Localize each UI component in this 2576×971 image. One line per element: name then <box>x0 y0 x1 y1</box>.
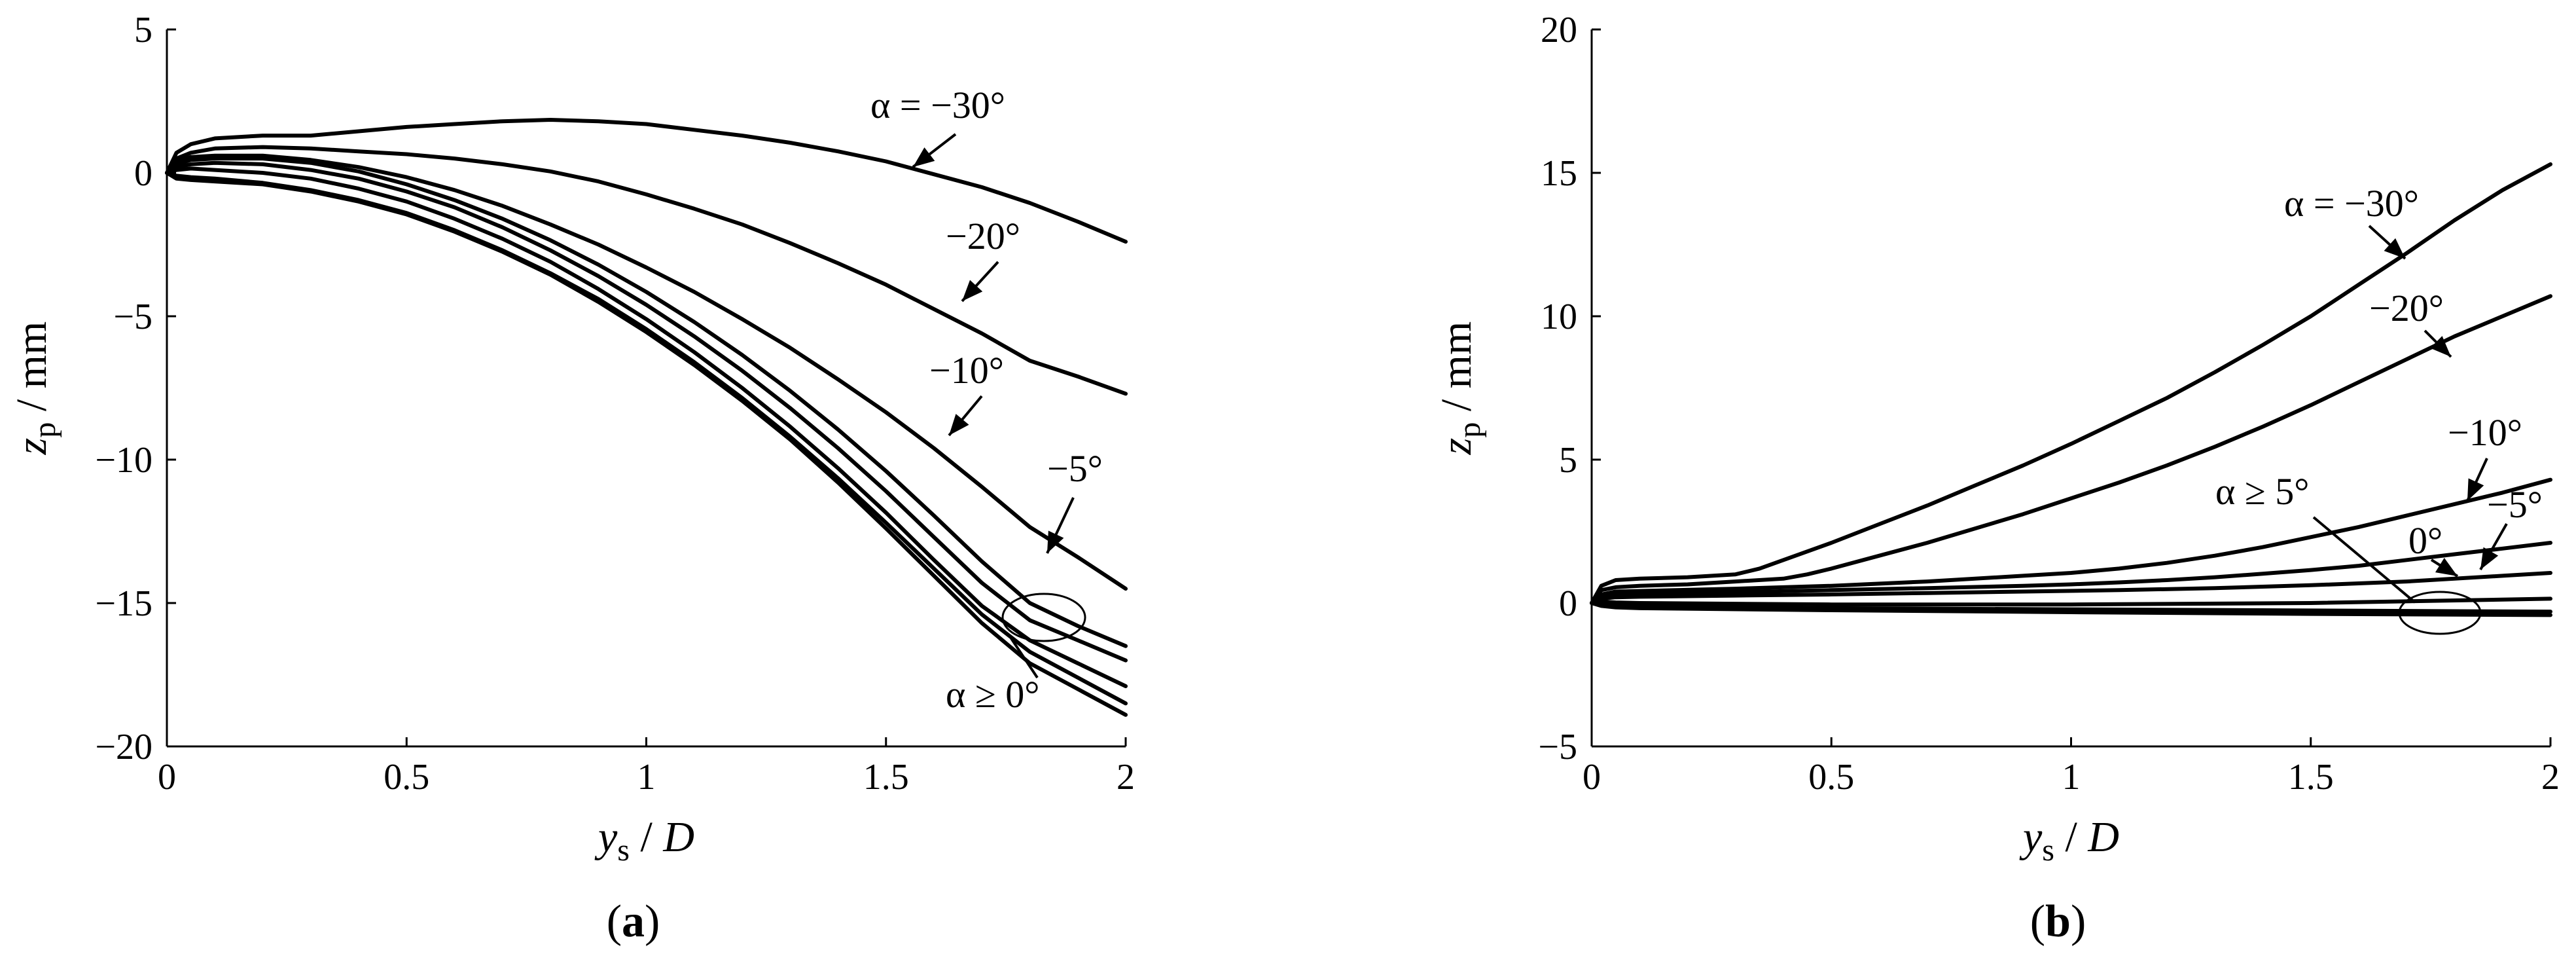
panel-b-x-tick-label: 1 <box>2062 757 2081 797</box>
panel-a-xlabel: ys / D <box>594 813 694 868</box>
panel-a-y-tick-label: −5 <box>113 297 152 337</box>
panel-b-y-tick-label: 10 <box>1541 297 1577 337</box>
panel-b-annotations: α = −30° −20° −10° −5° 0° α ≥ 5° <box>2215 182 2543 635</box>
panel-b-y-tick-label: 5 <box>1559 440 1577 481</box>
panel-b-annotation: α ≥ 5° <box>2215 470 2309 513</box>
panel-a-annotation: −5° <box>1047 447 1103 490</box>
panel-a-series-line <box>165 160 1128 663</box>
panel-b-axes <box>1590 29 2550 748</box>
panel-b-group-ellipse <box>2398 591 2482 635</box>
panel-a-y-tick-label: −10 <box>95 440 152 481</box>
panel-a-group-ellipse <box>1001 593 1086 642</box>
panel-a-x-tick-label: 2 <box>1117 757 1135 797</box>
panel-a-y-tick-label: 5 <box>134 10 152 50</box>
panel-b-annotation: α = −30° <box>2284 182 2419 225</box>
panel-a-x-tick-label: 1.5 <box>863 757 909 797</box>
panel-b-xlabel: ys / D <box>2019 813 2119 868</box>
panel-b-label: (b) <box>2030 896 2086 947</box>
panel-b-y-tick-label: 20 <box>1541 10 1577 50</box>
panel-b-y-tick-label: −5 <box>1538 727 1577 767</box>
panel-b-annotation-arrowhead <box>2480 547 2499 570</box>
panel-a-annotation: α ≥ 0° <box>946 673 1039 716</box>
panel-a-annotation-leader <box>1010 637 1039 679</box>
panel-b-series-line <box>1590 571 2552 605</box>
panel-a-series-line <box>165 145 1128 396</box>
panel-b-ylabel: zp / mm <box>1433 321 1487 456</box>
panel-a-x-tick-label: 0 <box>158 757 176 797</box>
panel-a-series-line <box>165 156 1128 648</box>
panel-b-series-line <box>1590 541 2552 605</box>
panel-b-x-tick-label: 0.5 <box>1808 757 1854 797</box>
panel-b-curves <box>1590 162 2552 617</box>
panel-b-x-tick-label: 0 <box>1583 757 1601 797</box>
panel-b-annotation-leader <box>2312 516 2416 604</box>
panel-a-x-tick-label: 0.5 <box>384 757 429 797</box>
panel-a-annotation: α = −30° <box>870 84 1005 126</box>
panel-a-ylabel: zp / mm <box>8 321 62 456</box>
panel-b-annotation: −5° <box>2487 483 2543 526</box>
panel-b-y-tick-label: 0 <box>1559 583 1577 624</box>
panel-a-label: (a) <box>607 896 660 947</box>
panel-a-annotation-arrowhead <box>913 147 935 167</box>
panel-a-y-tick-label: 0 <box>134 153 152 194</box>
panel-a-series-line <box>165 118 1128 244</box>
panel-b-series-line <box>1590 294 2552 605</box>
panel-b-annotation-arrowhead <box>2435 558 2458 576</box>
panel-a-annotation: −20° <box>946 215 1020 257</box>
panel-b-x-tick-label: 2 <box>2541 757 2560 797</box>
panel-a-curves <box>165 118 1128 717</box>
panel-a-annotation-arrowhead <box>949 414 969 435</box>
panel-b-x-tick-label: 1.5 <box>2288 757 2334 797</box>
panel-b-annotation: −10° <box>2448 411 2522 454</box>
panel-b-series-line <box>1590 601 2552 617</box>
panel-a-annotation-arrowhead <box>962 280 983 301</box>
panel-b-annotation-arrowhead <box>2467 478 2484 501</box>
panel-a-annotation: −10° <box>929 349 1004 392</box>
panel-a: 0 0.5 1 1.5 2 5 0 −5 −10 −15 −20 α = −30° −20° −10° −… <box>8 10 1135 947</box>
panel-b-series-line <box>1590 477 2552 605</box>
panel-b-annotation-arrowhead <box>2384 238 2405 259</box>
panel-b-annotation-arrowhead <box>2430 336 2451 357</box>
panel-b-annotation: −20° <box>2369 287 2444 329</box>
panel-a-series-line <box>165 171 1128 717</box>
panel-b-series-line <box>1590 162 2552 605</box>
panel-a-y-tick-label: −20 <box>95 727 152 767</box>
panel-b-annotation: 0° <box>2408 519 2442 562</box>
panel-b-series-line <box>1590 596 2552 607</box>
panel-a-y-tick-label: −15 <box>95 583 152 624</box>
panel-a-series-line <box>165 153 1128 591</box>
panel-a-series-line <box>165 166 1128 688</box>
panel-b-y-tick-label: 15 <box>1541 153 1577 194</box>
panel-a-annotations: α = −30° −20° −10° −5° α ≥ 0° <box>870 84 1103 716</box>
panel-a-annotation-arrowhead <box>1047 530 1064 553</box>
panel-a-ticks: 0 0.5 1 1.5 2 5 0 −5 −10 −15 −20 <box>95 10 1135 797</box>
panel-a-x-tick-label: 1 <box>637 757 656 797</box>
